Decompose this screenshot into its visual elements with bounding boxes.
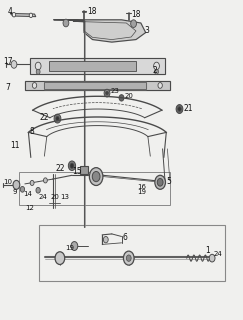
- Text: 17: 17: [3, 57, 13, 66]
- Text: 21: 21: [184, 104, 193, 113]
- Text: 3: 3: [144, 27, 149, 36]
- Circle shape: [29, 13, 33, 18]
- Text: 10: 10: [3, 179, 12, 185]
- Circle shape: [103, 236, 108, 243]
- Text: 24: 24: [38, 194, 47, 200]
- Text: 18: 18: [87, 7, 96, 16]
- Circle shape: [43, 178, 47, 183]
- Circle shape: [30, 180, 34, 186]
- Polygon shape: [25, 81, 170, 90]
- Text: 14: 14: [24, 191, 33, 197]
- Circle shape: [154, 62, 159, 70]
- Text: 6: 6: [123, 233, 128, 242]
- Bar: [44, 82, 146, 89]
- Circle shape: [32, 83, 37, 88]
- Text: 24: 24: [214, 251, 223, 257]
- Text: 20: 20: [124, 93, 133, 99]
- Text: 18: 18: [132, 10, 141, 19]
- Circle shape: [12, 12, 16, 17]
- Bar: [49, 60, 136, 71]
- Circle shape: [35, 62, 41, 70]
- Text: 13: 13: [61, 194, 69, 200]
- Text: 1: 1: [205, 246, 210, 255]
- Circle shape: [158, 83, 162, 88]
- Text: 7: 7: [6, 83, 10, 92]
- Circle shape: [104, 89, 110, 97]
- Polygon shape: [10, 13, 36, 17]
- Circle shape: [157, 179, 163, 186]
- Text: 20: 20: [50, 194, 59, 200]
- Bar: [25, 81, 170, 90]
- Circle shape: [36, 69, 40, 74]
- Circle shape: [13, 180, 20, 189]
- Polygon shape: [54, 20, 146, 42]
- Circle shape: [36, 188, 40, 193]
- Circle shape: [89, 168, 103, 186]
- Circle shape: [55, 252, 65, 265]
- Bar: [80, 166, 88, 174]
- Text: 8: 8: [30, 127, 35, 136]
- Bar: [30, 58, 165, 74]
- Circle shape: [155, 69, 158, 74]
- Circle shape: [105, 91, 108, 95]
- Text: 2: 2: [153, 66, 158, 75]
- Circle shape: [155, 175, 165, 189]
- Text: 23: 23: [111, 89, 120, 94]
- Text: 22: 22: [55, 164, 65, 173]
- Text: 19: 19: [137, 189, 146, 195]
- Circle shape: [11, 60, 17, 68]
- Circle shape: [63, 19, 69, 27]
- Circle shape: [123, 251, 134, 265]
- Text: 22: 22: [39, 114, 49, 123]
- Circle shape: [68, 161, 76, 171]
- Polygon shape: [44, 82, 146, 89]
- Circle shape: [20, 187, 25, 192]
- Text: 5: 5: [166, 177, 171, 186]
- Circle shape: [131, 20, 137, 28]
- Text: 4: 4: [8, 7, 13, 16]
- Circle shape: [71, 242, 78, 251]
- Text: 12: 12: [25, 205, 34, 212]
- Bar: [19, 172, 170, 205]
- Circle shape: [209, 254, 215, 262]
- Circle shape: [126, 255, 131, 261]
- Text: 15: 15: [72, 167, 82, 176]
- Circle shape: [70, 163, 74, 168]
- Circle shape: [92, 172, 100, 182]
- Circle shape: [54, 114, 61, 123]
- Text: 16: 16: [137, 184, 146, 190]
- Bar: [39, 225, 226, 281]
- Text: 11: 11: [10, 141, 20, 150]
- Circle shape: [178, 107, 181, 111]
- Circle shape: [56, 116, 59, 121]
- Circle shape: [176, 105, 183, 114]
- Polygon shape: [30, 58, 165, 74]
- Text: 19: 19: [65, 245, 74, 251]
- Circle shape: [119, 95, 124, 101]
- Text: 9: 9: [12, 189, 17, 195]
